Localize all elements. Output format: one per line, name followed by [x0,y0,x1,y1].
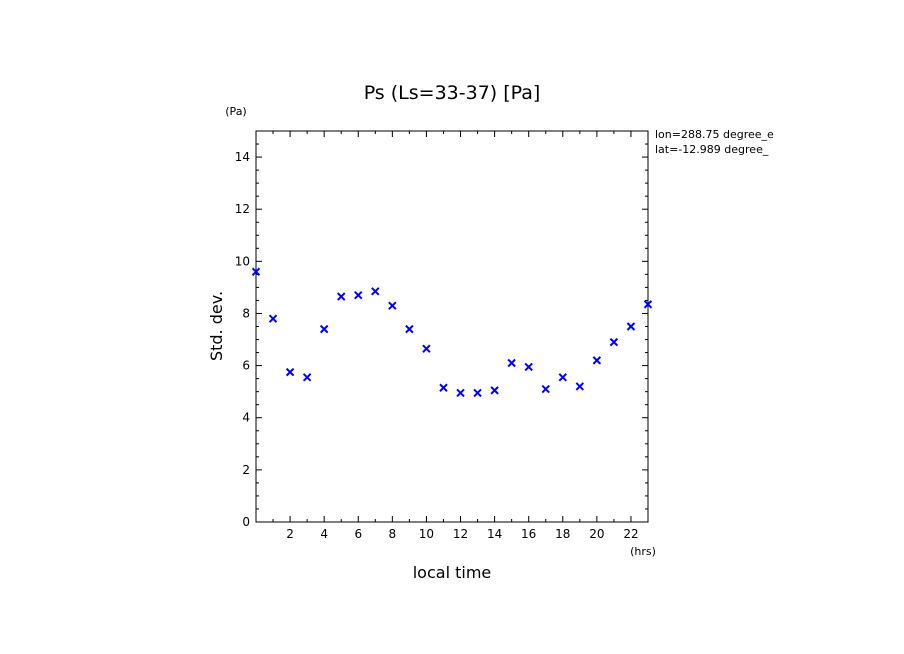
marker-stroke [643,300,653,309]
marker-stroke [592,356,602,365]
marker-stroke [439,383,448,392]
data-point [507,358,516,368]
data-point [337,292,346,301]
marker-stroke [302,373,312,382]
y-tick-label: 12 [235,202,250,216]
data-point [371,287,380,296]
x-tick-label: 6 [354,527,362,541]
data-point [609,337,619,347]
data-point [490,386,499,395]
data-point [643,300,653,309]
x-tick-label: 18 [555,527,570,541]
x-tick-label: 8 [389,527,397,541]
lon-annotation: lon=288.75 degree_e [655,128,774,141]
plot-frame [255,130,649,523]
data-point [354,291,363,300]
marker-stroke [456,388,465,398]
data-point [558,373,567,382]
data-point [439,383,448,392]
data-point [251,267,261,276]
marker-stroke [609,337,619,347]
x-tick-label: 2 [286,527,294,541]
axis-ticks: 2 4 6 8 10 12 14 16 18 20 22 0 2 4 6 8 10 12 14 [235,130,649,541]
marker-stroke [388,301,397,310]
x-tick-label: 14 [487,527,502,541]
data-point [541,384,550,394]
y-tick-label: 0 [242,515,250,529]
data-point [405,324,414,334]
x-axis-label: local time [413,563,492,582]
data-point [524,362,533,372]
marker-stroke [251,267,261,276]
x-tick-label: 12 [453,527,468,541]
marker-stroke [507,358,516,368]
data-point [592,356,602,365]
y-tick-label: 4 [242,411,250,425]
x-tick-label: 22 [623,527,638,541]
y-tick-label: 8 [242,306,250,320]
data-point [268,314,278,323]
data-point [388,301,397,310]
marker-stroke [558,373,567,382]
chart-title: Ps (Ls=33-37) [Pa] [364,82,541,104]
x-tick-label: 10 [419,527,434,541]
marker-stroke [354,291,363,300]
data-point [626,322,636,331]
marker-stroke [524,362,533,372]
data-point [285,367,295,377]
marker-stroke [371,287,380,296]
data-point [575,382,585,391]
data-points [251,267,653,398]
marker-stroke [268,314,278,323]
marker-stroke [422,344,431,353]
marker-stroke [337,292,346,301]
y-axis-label: Std. dev. [207,291,226,361]
x-tick-label: 16 [521,527,536,541]
marker-stroke [319,324,329,334]
data-point [473,388,482,398]
data-point [319,324,329,334]
data-point [456,388,465,398]
y-tick-label: 6 [242,359,250,373]
y-tick-label: 2 [242,463,250,477]
marker-stroke [541,384,550,394]
marker-stroke [490,386,499,395]
marker-stroke [626,322,636,331]
x-unit-label: (hrs) [630,545,656,558]
marker-stroke [285,367,295,377]
x-tick-label: 4 [320,527,328,541]
marker-stroke [575,382,585,391]
y-tick-label: 10 [235,254,250,268]
x-tick-label: 20 [589,527,604,541]
y-tick-label: 14 [235,150,250,164]
y-unit-label: (Pa) [225,105,246,118]
data-point [302,373,312,382]
data-point [422,344,431,353]
marker-stroke [405,324,414,334]
marker-stroke [473,388,482,398]
lat-annotation: lat=-12.989 degree_ [655,143,769,156]
